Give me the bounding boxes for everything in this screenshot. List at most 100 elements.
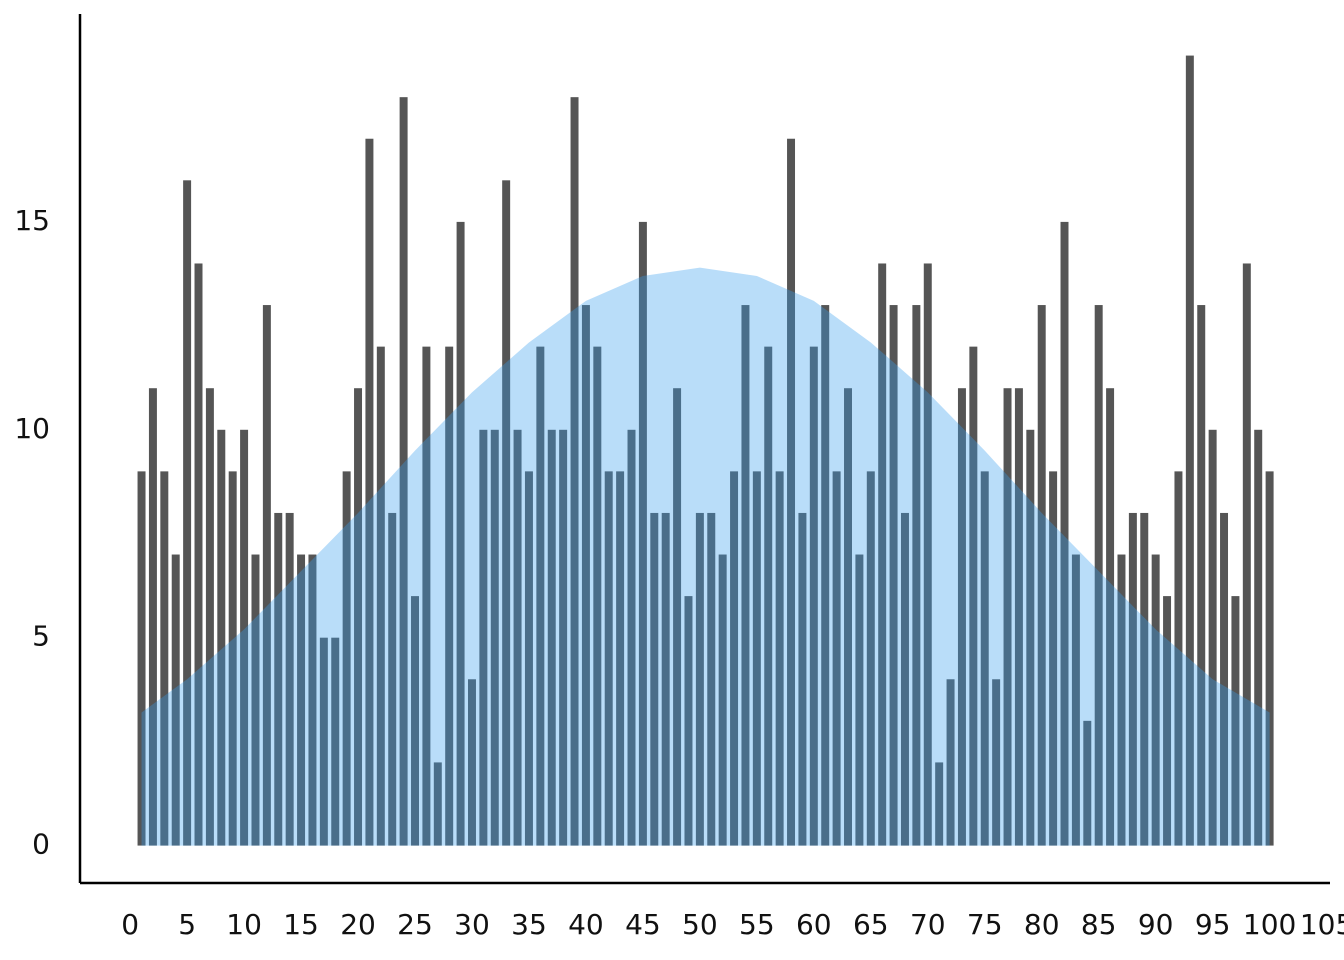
bar [616, 471, 625, 846]
bar [1174, 471, 1183, 846]
bar [183, 180, 192, 846]
bar [1151, 554, 1160, 846]
bar [764, 346, 773, 846]
bar [570, 97, 579, 846]
x-tick-label: 15 [283, 908, 319, 941]
bar [923, 263, 932, 846]
bar [1140, 512, 1149, 846]
x-tick-label: 85 [1081, 908, 1117, 941]
bar [855, 554, 864, 846]
bar [957, 388, 966, 846]
bar [1128, 512, 1137, 846]
bar [1231, 596, 1240, 846]
bar [376, 346, 385, 846]
bar [650, 512, 659, 846]
bar [490, 429, 499, 846]
y-tick-label: 0 [32, 828, 50, 861]
bar [604, 471, 613, 846]
bar [673, 388, 682, 846]
bar [752, 471, 761, 846]
x-tick-label: 55 [739, 908, 775, 941]
x-tick-label: 80 [1024, 908, 1060, 941]
bar [593, 346, 602, 846]
bar [844, 388, 852, 846]
x-tick-label: 100 [1243, 908, 1296, 941]
bar [969, 346, 978, 846]
bar [1094, 305, 1103, 846]
bar [1071, 554, 1080, 846]
bar [946, 679, 955, 846]
bar [388, 512, 397, 846]
bar [1117, 554, 1126, 846]
bar [240, 429, 249, 846]
bar [1060, 221, 1069, 846]
x-tick-label: 65 [853, 908, 889, 941]
bar [1242, 263, 1251, 846]
x-tick-label: 60 [796, 908, 832, 941]
x-tick-label: 40 [568, 908, 604, 941]
bar [331, 637, 340, 846]
x-tick-label: 105 [1300, 908, 1344, 941]
bar [684, 596, 693, 846]
bar [285, 512, 294, 846]
bar [148, 388, 157, 846]
x-tick-label: 35 [511, 908, 547, 941]
bar [524, 471, 533, 846]
bar [980, 471, 989, 846]
bar [399, 97, 408, 846]
bar [1014, 388, 1023, 846]
bar [866, 471, 875, 846]
bar [319, 637, 328, 846]
bar [513, 429, 522, 846]
bar [354, 388, 363, 846]
bar [456, 221, 465, 846]
bar [547, 429, 556, 846]
bar [559, 429, 568, 846]
x-tick-label: 90 [1138, 908, 1174, 941]
bar [160, 471, 169, 846]
bar [365, 138, 374, 846]
bar [935, 762, 944, 846]
x-tick-label: 95 [1195, 908, 1231, 941]
x-tick-label: 5 [178, 908, 196, 941]
bar [467, 679, 476, 846]
bar [297, 554, 306, 846]
bar [1265, 471, 1274, 846]
bar [707, 512, 716, 846]
bar [798, 512, 807, 846]
x-tick-label: 50 [682, 908, 718, 941]
bar [171, 554, 180, 846]
bar [809, 346, 818, 846]
bar [1037, 305, 1046, 846]
bar [889, 305, 898, 846]
bar [1208, 429, 1217, 846]
bar [217, 429, 226, 846]
bar [821, 305, 830, 846]
bar [1185, 55, 1194, 846]
bar [433, 762, 442, 846]
bar [1003, 388, 1012, 846]
bar [1197, 305, 1206, 846]
bar [992, 679, 1001, 846]
bar [832, 471, 841, 846]
y-tick-label: 5 [32, 620, 50, 653]
x-tick-label: 75 [967, 908, 1003, 941]
bar [661, 512, 670, 846]
bar [228, 471, 237, 846]
x-tick-label: 45 [625, 908, 661, 941]
x-tick-label: 30 [454, 908, 490, 941]
bar [730, 471, 739, 846]
bar [536, 346, 545, 846]
bar [718, 554, 727, 846]
bar [1220, 512, 1229, 846]
bar [1083, 720, 1092, 846]
bar [912, 305, 921, 846]
x-tick-label: 10 [226, 908, 262, 941]
bar [137, 471, 146, 846]
y-tick-label: 10 [14, 412, 50, 445]
bar [262, 305, 271, 846]
bar [627, 429, 636, 846]
bar [695, 512, 704, 846]
bar [205, 388, 214, 846]
